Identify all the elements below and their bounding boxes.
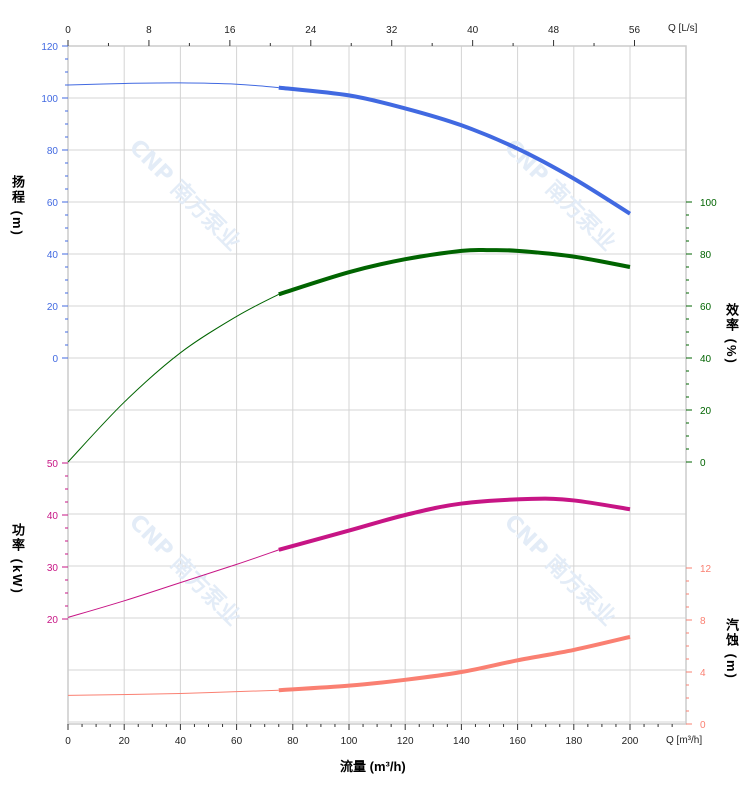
power-tick-label: 30: [47, 563, 59, 574]
npsh-tick-label: 0: [700, 720, 706, 731]
x-tick-label: 120: [397, 736, 414, 747]
npsh-curve-extended: [67, 689, 279, 696]
head-tick-label: 0: [52, 354, 58, 365]
power-axis-label: 功率 (kW): [10, 523, 25, 595]
power-curve-extended: [67, 549, 279, 618]
head-curve-extended: [67, 82, 279, 89]
npsh-curve-operating: [278, 634, 631, 693]
watermark-logo: CNP 南方泵业: [124, 509, 246, 631]
x-axis-title: 流量 (m³/h): [340, 759, 406, 774]
x-unit-top: Q [L/s]: [668, 23, 698, 34]
x-top-tick-label: 8: [146, 25, 152, 36]
x-tick-label: 180: [565, 736, 582, 747]
efficiency-tick-label: 40: [700, 354, 712, 365]
npsh-tick-label: 4: [700, 668, 706, 679]
head-curve-operating: [278, 85, 632, 216]
x-tick-label: 40: [175, 736, 187, 747]
efficiency-tick-label: 100: [700, 198, 717, 209]
efficiency-curve-extended: [67, 293, 279, 463]
npsh-tick-label: 12: [700, 564, 712, 575]
x-tick-label: 160: [509, 736, 526, 747]
power-tick-label: 50: [47, 459, 59, 470]
efficiency-axis-label: 效率 (%): [724, 303, 739, 365]
x-tick-label: 20: [119, 736, 131, 747]
plot-border: [67, 45, 687, 725]
x-tick-label: 200: [622, 736, 639, 747]
efficiency-tick-label: 60: [700, 302, 712, 313]
power-tick-label: 20: [47, 615, 59, 626]
head-tick-label: 100: [41, 94, 58, 105]
power-tick-label: 40: [47, 511, 59, 522]
efficiency-tick-label: 0: [700, 458, 706, 469]
head-tick-label: 80: [47, 146, 59, 157]
x-top-tick-label: 0: [65, 25, 71, 36]
x-tick-label: 60: [231, 736, 243, 747]
x-tick-label: 140: [453, 736, 470, 747]
x-top-tick-label: 32: [386, 25, 398, 36]
x-tick-label: 100: [341, 736, 358, 747]
head-tick-label: 60: [47, 198, 59, 209]
x-unit-bottom: Q [m³/h]: [666, 735, 703, 746]
efficiency-curve-operating: [278, 247, 631, 297]
head-tick-label: 40: [47, 250, 59, 261]
x-top-tick-label: 48: [548, 25, 560, 36]
watermark-logo: CNP 南方泵业: [124, 134, 246, 256]
power-curve-operating: [278, 496, 631, 552]
head-tick-label: 20: [47, 302, 59, 313]
x-top-tick-label: 24: [305, 25, 317, 36]
head-axis-label: 扬程 (m): [10, 175, 25, 237]
npsh-axis-label: 汽蚀 (m): [724, 618, 739, 680]
x-top-tick-label: 16: [224, 25, 236, 36]
x-top-tick-label: 40: [467, 25, 479, 36]
x-top-tick-label: 56: [629, 25, 641, 36]
x-tick-label: 0: [65, 736, 71, 747]
head-tick-label: 120: [41, 42, 58, 53]
efficiency-tick-label: 80: [700, 250, 712, 261]
efficiency-tick-label: 20: [700, 406, 712, 417]
npsh-tick-label: 8: [700, 616, 706, 627]
x-tick-label: 80: [287, 736, 299, 747]
